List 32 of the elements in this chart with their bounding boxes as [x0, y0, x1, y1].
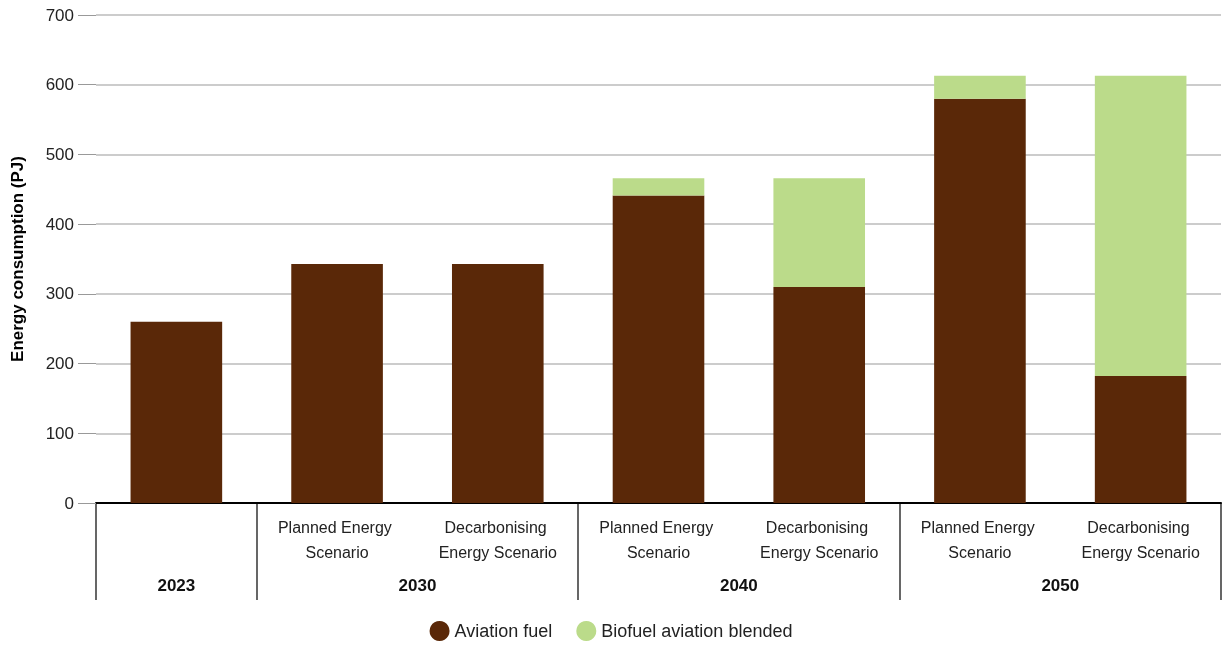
bar: [773, 286, 866, 503]
text: 2040: [719, 576, 758, 595]
bar: [130, 321, 223, 503]
x-tick-label: Planned Energy Scenario: [920, 519, 1040, 561]
x-tick-label: Decarbonising Energy Scenario: [1081, 519, 1200, 561]
y-tick-label: 600: [45, 75, 74, 95]
x-tick-label: Planned Energy Scenario: [599, 519, 718, 561]
text: 2030: [398, 576, 437, 595]
x-tick-label: Planned Energy Scenario: [277, 519, 397, 561]
legend-label: Biofuel aviation blended: [601, 621, 793, 641]
legend-label: Aviation fuel: [454, 621, 553, 641]
y-axis-title: Energy consumption (PJ): [8, 156, 27, 362]
y-tick-label: 500: [45, 144, 74, 164]
y-tick-label: 0: [64, 493, 74, 513]
bar: [612, 178, 705, 196]
bar: [1094, 376, 1187, 503]
y-tick-label: 100: [45, 423, 74, 443]
x-tick-label: Decarbonising Energy Scenario: [760, 519, 879, 561]
y-tick-label: 700: [45, 5, 74, 25]
bar: [291, 263, 383, 503]
bar: [934, 98, 1026, 503]
text: 2023: [157, 576, 196, 595]
bar: [612, 195, 705, 503]
text: 2050: [1041, 576, 1080, 595]
bar: [1094, 75, 1187, 377]
y-tick-label: 200: [45, 354, 74, 374]
bar: [773, 178, 866, 287]
bar: [451, 263, 544, 503]
y-tick-label: 300: [45, 284, 74, 304]
y-tick-label: 400: [45, 214, 74, 234]
bar: [934, 75, 1026, 99]
x-tick-label: Decarbonising Energy Scenario: [438, 519, 558, 561]
